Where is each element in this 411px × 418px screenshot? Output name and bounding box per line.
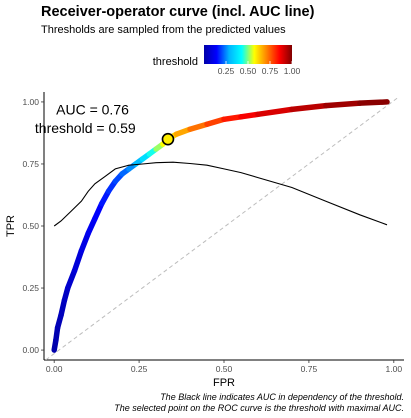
threshold-annotation: threshold = 0.59	[35, 120, 136, 136]
chart-title: Receiver-operator curve (incl. AUC line)	[41, 4, 315, 20]
legend-title: threshold	[153, 56, 198, 68]
chart-subtitle: Thresholds are sampled from the predicte…	[41, 24, 286, 36]
caption-line-2: The selected point on the ROC curve is t…	[114, 403, 404, 413]
annotations: AUC = 0.76 threshold = 0.59	[35, 101, 136, 136]
roc-curve-segment	[289, 102, 329, 113]
roc-curve-segment	[204, 116, 227, 128]
x-tick-label: 0.50	[216, 364, 233, 374]
x-tick-label: 0.25	[131, 364, 148, 374]
legend-colorbar	[204, 45, 292, 64]
y-axis-title: TPR	[5, 215, 17, 237]
x-tick-label: 0.00	[46, 364, 63, 374]
legend: threshold 0.25 0.50 0.75 1.00	[153, 45, 301, 76]
diagonal-reference-line	[44, 96, 400, 360]
axes: 0.00 0.25 0.50 0.75 1.00 0.00 0.25 0.50 0.75 1.00…	[5, 92, 404, 389]
roc-curve-segment	[357, 99, 390, 106]
roc-curve-segment	[323, 100, 363, 109]
selected-point	[161, 132, 175, 146]
x-tick-label: 1.00	[386, 364, 403, 374]
roc-curve-segment	[221, 114, 244, 123]
y-tick-label: 0.75	[22, 159, 39, 169]
roc-curve-segment	[65, 267, 78, 291]
y-tick-label: 0.00	[22, 345, 39, 355]
legend-tick-label: 0.75	[262, 66, 279, 76]
caption-line-1: The Black line indicates AUC in dependen…	[160, 392, 404, 402]
roc-curve-segment	[255, 106, 295, 118]
y-tick-label: 0.25	[22, 283, 39, 293]
roc-curve-segment	[238, 111, 261, 120]
legend-tick-label: 0.50	[240, 66, 257, 76]
x-axis-title: FPR	[213, 377, 235, 389]
roc-curve-segment	[187, 121, 210, 132]
y-tick-label: 1.00	[22, 97, 39, 107]
legend-tick-label: 1.00	[284, 66, 301, 76]
roc-curve-segment	[78, 230, 91, 254]
roc-curve-segment	[71, 248, 85, 274]
legend-tick-label: 0.25	[218, 66, 235, 76]
y-tick-label: 0.50	[22, 221, 39, 231]
x-tick-label: 0.75	[301, 364, 318, 374]
plot-panel	[44, 96, 400, 360]
auc-annotation: AUC = 0.76	[56, 101, 129, 117]
auc-line	[53, 161, 388, 227]
